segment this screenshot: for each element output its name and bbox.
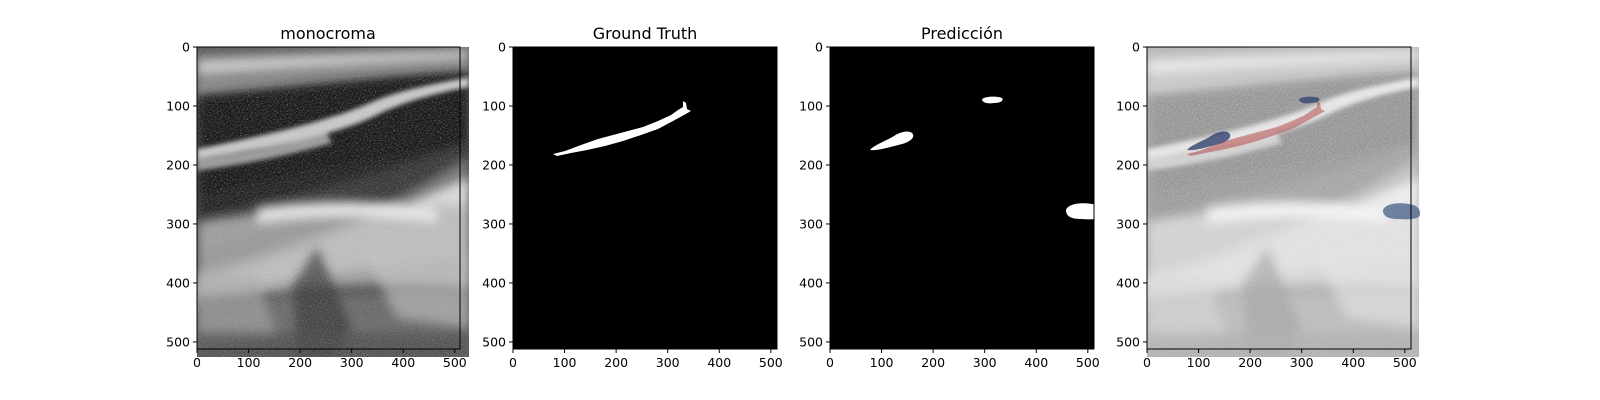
y-axis: 0 100 200 300 400 500 [1116,40,1147,349]
x-tick-label: 400 [1024,355,1048,370]
y-axis: 0 100 200 300 400 500 [482,40,513,349]
y-tick-label: 300 [1116,216,1140,231]
x-axis: 0 100 200 300 400 500 [826,349,1100,370]
x-tick-label: 500 [1393,355,1417,370]
x-tick-label: 500 [1076,355,1100,370]
axes-frame [1146,46,1412,350]
mask-background [830,47,1094,349]
y-tick-label: 300 [482,216,506,231]
x-tick-label: 100 [870,355,894,370]
y-tick-label: 300 [799,216,823,231]
y-tick-label: 100 [482,98,506,113]
x-tick-label: 400 [391,355,415,370]
y-tick-label: 500 [482,334,506,349]
x-tick-label: 300 [656,355,680,370]
y-tick-label: 200 [482,157,506,172]
y-tick-label: 200 [799,157,823,172]
x-tick-label: 500 [759,355,783,370]
x-tick-label: 300 [1290,355,1314,370]
panel-overlay: 0 100 200 300 400 500 0 100 200 300 400 500 [1116,40,1421,370]
y-tick-label: 300 [166,216,190,231]
y-tick-label: 400 [166,275,190,290]
axes-frame [829,46,1095,350]
y-tick-label: 500 [1116,334,1140,349]
panel-ground-truth: Ground Truth 0 100 200 300 400 500 0 100 200 300… [482,24,783,370]
x-tick-label: 200 [604,355,628,370]
y-tick-label: 0 [1132,40,1140,55]
y-tick-label: 100 [799,98,823,113]
y-tick-label: 400 [799,275,823,290]
x-tick-label: 200 [921,355,945,370]
y-axis: 0 100 200 300 400 500 [166,40,197,349]
ultrasound-image [197,47,469,357]
y-tick-label: 200 [1116,157,1140,172]
y-tick-label: 100 [166,98,190,113]
x-tick-label: 0 [509,355,517,370]
y-tick-label: 0 [498,40,506,55]
y-axis: 0 100 200 300 400 500 [799,40,830,349]
y-tick-label: 500 [166,334,190,349]
y-tick-label: 200 [166,157,190,172]
panel-prediccion: Predicción 0 100 200 300 400 500 0 100 200 300 40… [799,24,1104,370]
x-tick-label: 0 [193,355,201,370]
x-tick-label: 300 [973,355,997,370]
x-tick-label: 100 [237,355,261,370]
x-axis: 0 100 200 300 400 500 [509,349,783,370]
panel-title: monocroma [280,24,376,43]
x-tick-label: 100 [1187,355,1211,370]
x-tick-label: 0 [1143,355,1151,370]
x-tick-label: 300 [340,355,364,370]
x-tick-label: 400 [1341,355,1365,370]
x-tick-label: 400 [707,355,731,370]
x-tick-label: 200 [288,355,312,370]
y-tick-label: 400 [482,275,506,290]
y-tick-label: 500 [799,334,823,349]
overlay-image [1147,47,1421,357]
mask-background [513,47,777,349]
y-tick-label: 0 [815,40,823,55]
y-tick-label: 100 [1116,98,1140,113]
axes-frame [196,46,461,350]
panel-title: Ground Truth [593,24,698,43]
x-tick-label: 200 [1238,355,1262,370]
y-tick-label: 0 [182,40,190,55]
x-tick-label: 500 [443,355,467,370]
x-axis: 0 100 200 300 400 500 [193,349,467,370]
x-tick-label: 100 [553,355,577,370]
y-tick-label: 400 [1116,275,1140,290]
axes-frame [512,46,778,350]
x-tick-label: 0 [826,355,834,370]
panel-monocroma: monocroma 0 100 200 300 400 500 0 100 200 300 400… [166,24,469,370]
x-axis: 0 100 200 300 400 500 [1143,349,1417,370]
panel-title: Predicción [921,24,1003,43]
